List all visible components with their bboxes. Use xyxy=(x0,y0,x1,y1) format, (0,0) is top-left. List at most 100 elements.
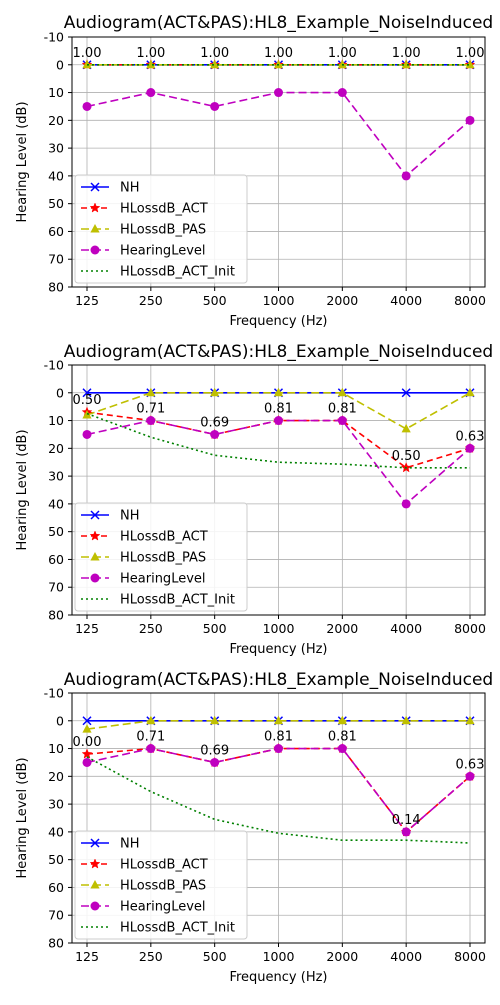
legend-box xyxy=(74,502,248,612)
x-tick-label: 250 xyxy=(139,293,163,308)
x-tick-label: 4000 xyxy=(390,293,422,308)
legend-label: HLossdB_ACT xyxy=(120,530,208,545)
y-tick-label: 10 xyxy=(48,741,64,756)
x-tick-label: 500 xyxy=(203,293,227,308)
chart-title: Audiogram(ACT&PAS):HL8_Example_NoiseIndu… xyxy=(64,342,493,362)
y-tick-label: 70 xyxy=(48,252,64,267)
x-tick-label: 4000 xyxy=(390,621,422,636)
x-tick-label: 2000 xyxy=(326,949,358,964)
audiogram-panel-2: 125 250 500 1000 2000 4000 8000 -10 0 10 20 30 40 50 6… xyxy=(15,342,493,657)
legend-marker-HLossdB_PAS xyxy=(90,224,100,233)
legend-label: HearingLevel xyxy=(120,244,206,259)
y-tick-label: 30 xyxy=(48,469,64,484)
y-tick-label: 60 xyxy=(48,552,64,567)
y-axis-label: Hearing Level (dB) xyxy=(15,757,30,878)
legend-marker-HLossdB_ACT xyxy=(89,858,101,869)
data-annotation: 0.81 xyxy=(264,730,293,745)
data-annotation: 0.81 xyxy=(328,730,357,745)
series-point-HLossdB_PAS xyxy=(210,387,220,397)
legend: NH HLossdB_ACT HLossdB_PAS HearingLevel HLos… xyxy=(74,174,248,284)
chart-title: Audiogram(ACT&PAS):HL8_Example_NoiseIndu… xyxy=(64,13,493,33)
y-tick-label: 50 xyxy=(48,524,64,539)
legend-label: HearingLevel xyxy=(120,572,206,587)
series-point-HearingLevel xyxy=(146,88,156,98)
x-tick-label: 1000 xyxy=(263,949,295,964)
x-tick-label: 500 xyxy=(203,949,227,964)
x-tick-label: 500 xyxy=(203,621,227,636)
x-axis-label: Frequency (Hz) xyxy=(229,642,327,657)
x-axis-label: Frequency (Hz) xyxy=(229,314,327,329)
series-point-HearingLevel xyxy=(337,744,347,754)
data-annotation: 0.69 xyxy=(200,743,229,758)
y-tick-label: 50 xyxy=(48,852,64,867)
series-point-HLossdB_PAS xyxy=(273,715,284,725)
legend-label: NH xyxy=(120,509,140,524)
series-point-HearingLevel xyxy=(401,171,411,181)
legend-box xyxy=(74,830,248,940)
series-point-HearingLevel xyxy=(401,827,411,837)
series-point-HLossdB_PAS xyxy=(337,715,347,725)
series-point-HearingLevel xyxy=(146,744,156,754)
data-annotation: 1.00 xyxy=(328,46,357,61)
series-point-HLossdB_ACT xyxy=(81,748,93,759)
y-tick-label: -10 xyxy=(44,30,64,45)
series-point-HearingLevel xyxy=(210,101,220,111)
x-tick-label: 125 xyxy=(75,949,99,964)
series-point-HearingLevel xyxy=(146,416,156,426)
legend-label: NH xyxy=(120,837,140,852)
x-tick-label: 2000 xyxy=(326,293,358,308)
legend-marker-HLossdB_PAS xyxy=(90,552,100,561)
y-tick-label: 40 xyxy=(48,168,64,183)
series-point-HLossdB_PAS xyxy=(465,715,475,725)
series-point-HearingLevel xyxy=(465,771,475,781)
data-annotation: 0.71 xyxy=(136,402,165,417)
legend-marker-HLossdB_ACT xyxy=(89,530,101,541)
y-tick-label: 60 xyxy=(48,224,64,239)
series-point-NH xyxy=(82,388,92,398)
series-line-HLossdB_ACT_Init xyxy=(86,412,470,469)
y-tick-label: 70 xyxy=(48,908,64,923)
legend-label: HLossdB_ACT_Init xyxy=(120,265,235,280)
legend-marker-NH xyxy=(90,182,100,192)
audiogram-panel-3: 125 250 500 1000 2000 4000 8000 -10 0 10 20 30 40 50 6… xyxy=(15,670,493,985)
data-annotation: 0.50 xyxy=(73,393,102,408)
series-point-HearingLevel xyxy=(274,744,283,754)
y-tick-label: 0 xyxy=(56,713,64,728)
x-tick-label: 250 xyxy=(139,621,163,636)
series-point-HLossdB_PAS xyxy=(401,423,411,433)
series-point-HLossdB_PAS xyxy=(401,59,411,69)
data-annotation: 0.81 xyxy=(328,402,357,417)
x-tick-label: 125 xyxy=(75,621,99,636)
y-tick-label: 60 xyxy=(48,880,64,895)
series-point-HLossdB_PAS xyxy=(465,59,475,69)
series-point-HearingLevel xyxy=(274,416,283,426)
data-annotation: 0.69 xyxy=(200,415,229,430)
y-tick-label: -10 xyxy=(44,358,64,373)
series-point-HLossdB_PAS xyxy=(210,715,220,725)
legend-marker-NH xyxy=(90,510,100,520)
legend-label: HLossdB_ACT_Init xyxy=(120,921,235,936)
data-annotation: 1.00 xyxy=(392,46,421,61)
legend: NH HLossdB_ACT HLossdB_PAS HearingLevel HLos… xyxy=(74,830,248,940)
legend-label: HLossdB_PAS xyxy=(120,551,206,566)
data-annotation: 1.00 xyxy=(73,46,102,61)
data-annotation: 0.14 xyxy=(392,813,421,828)
x-tick-label: 1000 xyxy=(263,621,295,636)
y-axis-label: Hearing Level (dB) xyxy=(15,429,30,550)
series-point-HLossdB_PAS xyxy=(146,387,156,397)
series-point-HearingLevel xyxy=(210,429,220,439)
y-axis-label: Hearing Level (dB) xyxy=(15,101,30,222)
y-tick-label: 80 xyxy=(48,280,64,295)
data-annotation: 0.00 xyxy=(73,735,102,750)
series-point-HLossdB_PAS xyxy=(82,724,92,733)
series-point-HLossdB_PAS xyxy=(401,715,411,725)
series-line-HLossdB_ACT_Init xyxy=(86,756,471,844)
series-point-HearingLevel xyxy=(465,443,475,453)
data-annotation: 0.63 xyxy=(456,429,485,444)
y-tick-label: -10 xyxy=(44,686,64,701)
x-tick-label: 2000 xyxy=(326,621,358,636)
series-point-HLossdB_PAS xyxy=(210,59,220,69)
y-tick-label: 80 xyxy=(48,608,64,623)
